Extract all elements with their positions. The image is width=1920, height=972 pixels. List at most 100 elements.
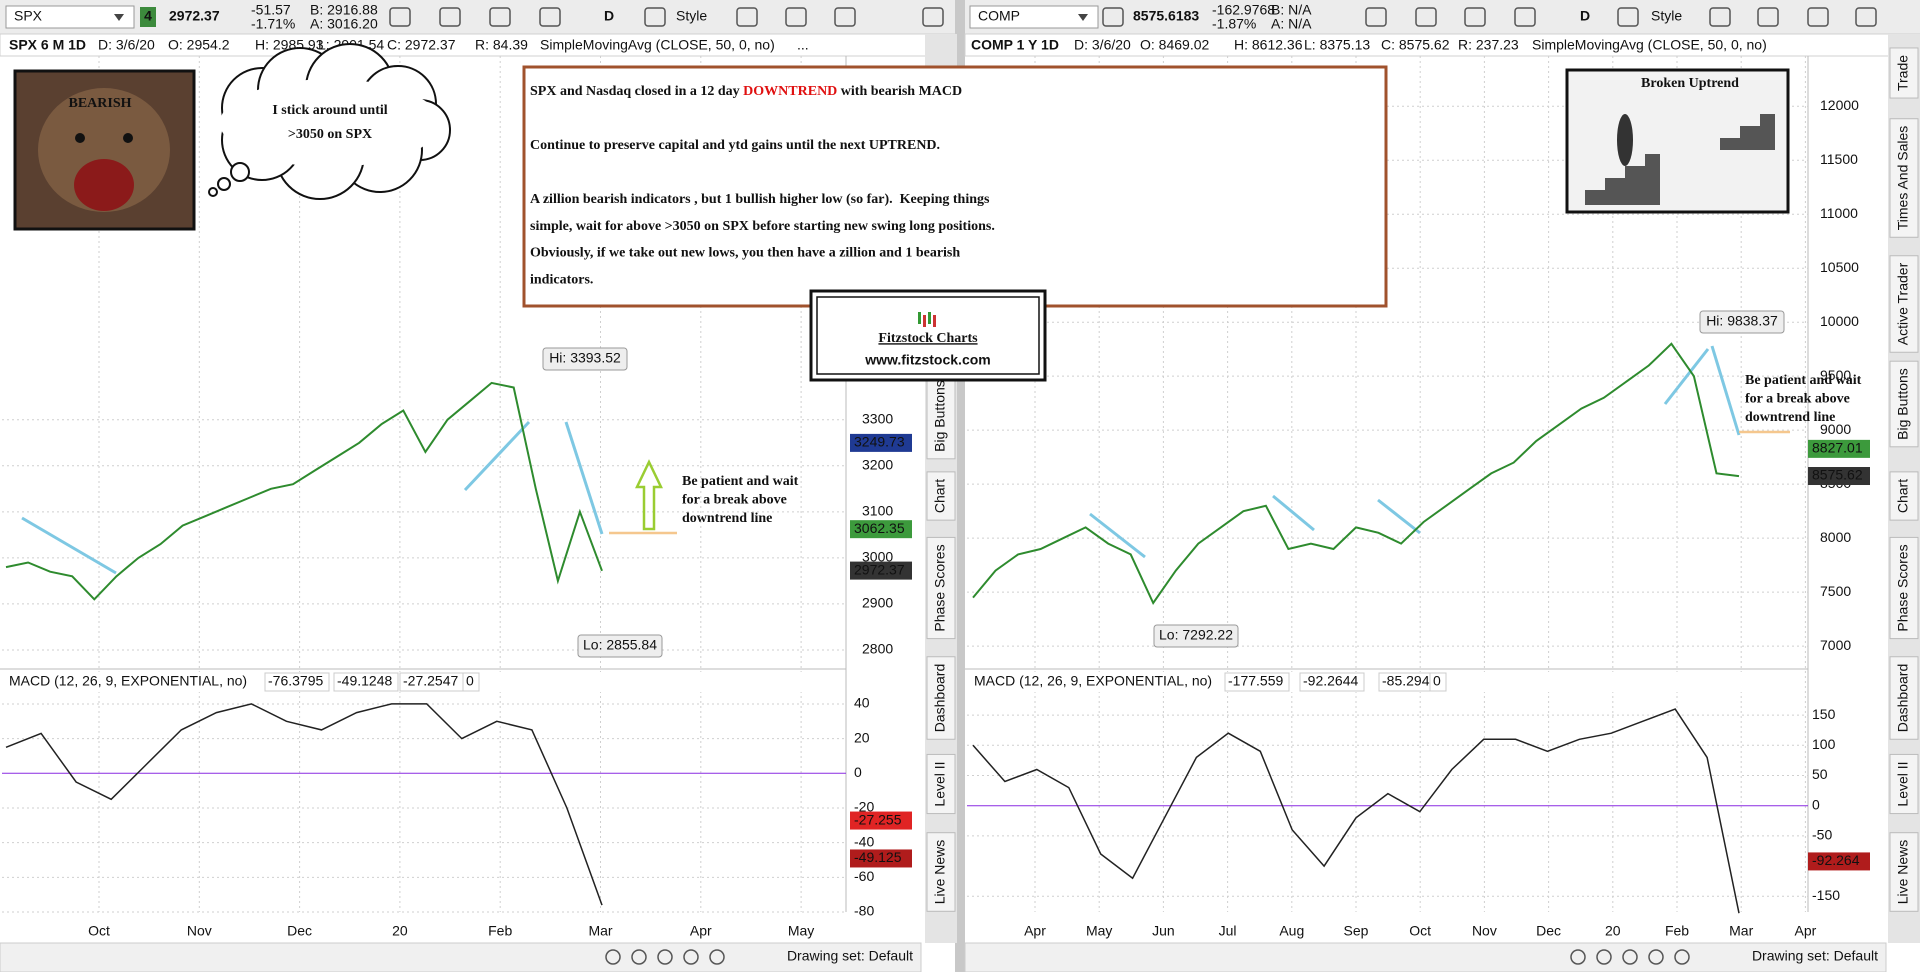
side-tab[interactable]: Level II — [1889, 753, 1919, 815]
tab-label[interactable]: Big Buttons — [1895, 368, 1911, 440]
toolbar-icon[interactable] — [1464, 7, 1486, 27]
side-tab[interactable]: Phase Scores — [1889, 536, 1919, 640]
tab-bg[interactable] — [926, 753, 956, 815]
symbol[interactable]: COMP — [978, 8, 1020, 24]
tab-bg[interactable] — [1889, 656, 1919, 740]
toolbar-icon[interactable] — [1102, 7, 1124, 27]
tab-bg[interactable] — [926, 536, 956, 640]
toolbar-icon[interactable] — [644, 7, 666, 27]
toolbar-icon[interactable] — [736, 7, 758, 27]
tab-bg[interactable] — [926, 832, 956, 912]
dropdown-arrow[interactable] — [1078, 14, 1088, 21]
toolbar-icon[interactable] — [1415, 7, 1437, 27]
toolbar-icon[interactable] — [834, 7, 856, 27]
tab-label[interactable]: Dashboard — [932, 664, 948, 733]
toolbar-icon[interactable] — [439, 7, 461, 27]
tab-label[interactable]: Chart — [932, 479, 948, 513]
symbol[interactable]: SPX — [14, 8, 43, 24]
side-tab[interactable]: Times And Sales — [1889, 118, 1919, 238]
tab-label[interactable]: Trade — [1895, 55, 1911, 91]
tab-label[interactable]: Live News — [1895, 840, 1911, 905]
tab-bg[interactable] — [1889, 360, 1919, 448]
tab-bg[interactable] — [926, 372, 956, 460]
side-tab[interactable]: Dashboard — [926, 656, 956, 740]
tab-label[interactable]: Phase Scores — [932, 544, 948, 631]
tab-label[interactable]: Phase Scores — [1895, 544, 1911, 631]
toolbar-icon[interactable] — [1709, 7, 1731, 27]
tab-label[interactable]: Chart — [1895, 479, 1911, 513]
toolbar-icon[interactable] — [1855, 7, 1877, 27]
side-tab[interactable]: Dashboard — [1889, 656, 1919, 740]
tab-label[interactable]: Times And Sales — [1895, 126, 1911, 231]
symbol-box[interactable] — [969, 5, 1099, 29]
tab-label[interactable]: Active Trader — [1895, 262, 1911, 345]
side-tab[interactable]: Trade — [1889, 47, 1919, 99]
side-tab[interactable]: Active Trader — [1889, 255, 1919, 353]
side-tab[interactable]: Level II — [926, 753, 956, 815]
style-menu[interactable]: Style — [676, 8, 707, 24]
toolbar-icon[interactable] — [1365, 7, 1387, 27]
tab-label[interactable]: Big Buttons — [932, 380, 948, 452]
side-tab[interactable]: Chart — [1889, 471, 1919, 521]
aggregation[interactable]: D — [604, 8, 614, 24]
tab-bg[interactable] — [1889, 47, 1919, 99]
link-number[interactable]: 4 — [144, 8, 152, 24]
side-tab[interactable]: Big Buttons — [926, 372, 956, 460]
zoom-icon[interactable] — [657, 949, 673, 965]
info-field: D: 3/6/20 — [1074, 37, 1131, 53]
toolbar-icon[interactable] — [922, 7, 944, 27]
zoom-icon[interactable] — [605, 949, 621, 965]
tab-bg[interactable] — [1889, 832, 1919, 912]
toolbar-icon[interactable] — [1514, 7, 1536, 27]
tab-bg[interactable] — [1889, 255, 1919, 353]
tab-label[interactable]: Level II — [1895, 761, 1911, 806]
style-menu[interactable]: Style — [1651, 8, 1682, 24]
info-field: C: 8575.62 — [1381, 37, 1450, 53]
zoom-icon[interactable] — [1570, 949, 1586, 965]
info-field: O: 2954.2 — [168, 37, 230, 53]
zoom-icon[interactable] — [709, 949, 725, 965]
logo-url: www.fitzstock.com — [864, 352, 991, 368]
side-tab[interactable]: Phase Scores — [926, 536, 956, 640]
toolbar-icon[interactable] — [1757, 7, 1779, 27]
side-tab[interactable]: Live News — [1889, 832, 1919, 912]
x-tick-label: Nov — [1472, 923, 1497, 939]
x-tick-label: May — [788, 923, 814, 939]
zoom-icon[interactable] — [1674, 949, 1690, 965]
tab-bg[interactable] — [1889, 536, 1919, 640]
toolbar-icon[interactable] — [389, 7, 411, 27]
zoom-icon[interactable] — [1596, 949, 1612, 965]
tab-label[interactable]: Dashboard — [1895, 664, 1911, 733]
tab-bg[interactable] — [1889, 471, 1919, 521]
zoom-icon[interactable] — [683, 949, 699, 965]
toolbar-icon[interactable] — [539, 7, 561, 27]
tab-bg[interactable] — [1889, 753, 1919, 815]
toolbar-icon[interactable] — [785, 7, 807, 27]
stairs-right — [1700, 114, 1775, 150]
aggregation[interactable]: D — [1580, 8, 1590, 24]
trendline — [564, 421, 604, 535]
tab-label[interactable]: Live News — [932, 840, 948, 905]
note-text: downtrend line — [682, 511, 772, 526]
side-tab[interactable]: Live News — [926, 832, 956, 912]
symbol-box[interactable] — [5, 5, 135, 29]
dropdown-arrow[interactable] — [114, 14, 124, 21]
toolbar-icon[interactable] — [1807, 7, 1829, 27]
info-bar — [964, 33, 1920, 57]
tab-bg[interactable] — [926, 656, 956, 740]
zoom-icon[interactable] — [1648, 949, 1664, 965]
link-badge[interactable] — [140, 7, 156, 27]
tab-bg[interactable] — [1889, 118, 1919, 238]
side-tab[interactable]: Chart — [926, 471, 956, 521]
tab-bg[interactable] — [926, 471, 956, 521]
tab-label[interactable]: Level II — [932, 761, 948, 806]
drawing-set[interactable]: Drawing set: Default — [1752, 948, 1878, 964]
toolbar-icon[interactable] — [1617, 7, 1639, 27]
toolbar-icon[interactable] — [489, 7, 511, 27]
trendline — [1377, 498, 1421, 535]
side-tab[interactable]: Big Buttons — [1889, 360, 1919, 448]
zoom-icon[interactable] — [631, 949, 647, 965]
readout-box — [1224, 672, 1290, 692]
drawing-set[interactable]: Drawing set: Default — [787, 948, 913, 964]
zoom-icon[interactable] — [1622, 949, 1638, 965]
